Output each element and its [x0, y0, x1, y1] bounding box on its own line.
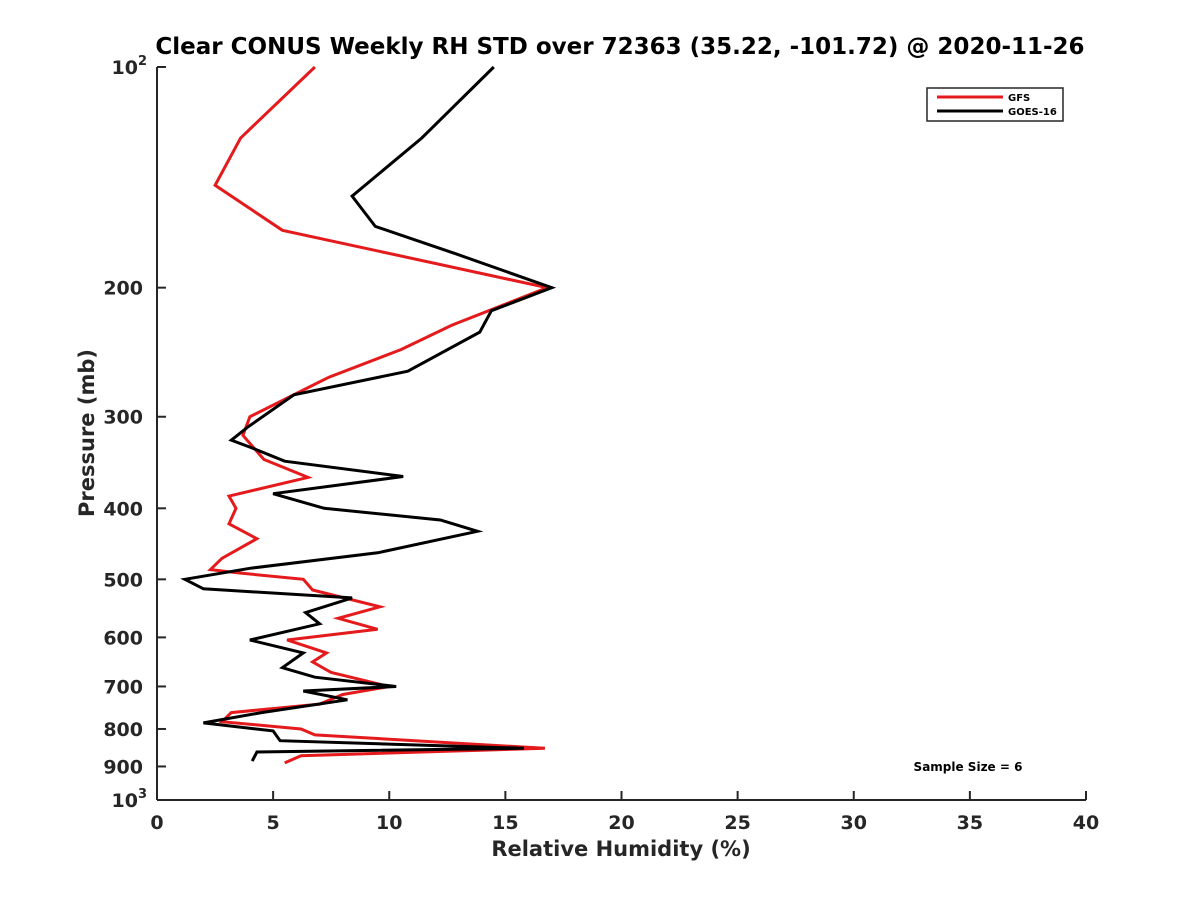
- legend-label: GFS: [1008, 93, 1030, 104]
- legend: GFS GOES-16: [926, 87, 1064, 122]
- chart-title: Clear CONUS Weekly RH STD over 72363 (35…: [155, 34, 1084, 60]
- y-axis-label: Pressure (mb): [75, 349, 99, 517]
- series-line-goes-16: [180, 65, 557, 762]
- x-tick-label: 0: [150, 812, 163, 834]
- y-tick-label: 800: [103, 719, 143, 741]
- y-tick-label: 600: [103, 627, 143, 649]
- y-tick-label-base: 10: [112, 57, 138, 79]
- y-tick-label: 900: [103, 756, 143, 778]
- y-tick-label: 500: [103, 569, 143, 591]
- series-line-gfs: [207, 65, 553, 765]
- x-tick-label: 30: [841, 812, 867, 834]
- x-tick-label: 25: [724, 812, 750, 834]
- x-tick-label: 5: [267, 812, 280, 834]
- sample-size-annotation: Sample Size = 6: [914, 760, 1023, 774]
- series-layer: [180, 65, 557, 765]
- y-tick-label: 103: [112, 787, 148, 812]
- x-axis-label: Relative Humidity (%): [491, 837, 750, 861]
- y-tick-label: 102: [112, 54, 148, 79]
- x-tick-label: 10: [376, 812, 402, 834]
- axes-layer: 0 5 10 15 20 25 30 35 40102200300400500600700800…: [103, 54, 1099, 834]
- y-tick-label-base: 10: [112, 790, 138, 812]
- x-tick-label: 15: [492, 812, 518, 834]
- y-tick-label: 700: [103, 676, 143, 698]
- x-tick-label: 40: [1073, 812, 1099, 834]
- legend-label: GOES-16: [1008, 107, 1057, 118]
- legend-box: [926, 87, 1064, 122]
- x-tick-label: 20: [608, 812, 634, 834]
- y-tick-label: 300: [103, 407, 143, 429]
- x-tick-label: 35: [957, 812, 983, 834]
- y-tick-label-exponent: 3: [138, 787, 147, 802]
- y-tick-label: 200: [103, 278, 143, 300]
- y-tick-label: 400: [103, 498, 143, 520]
- y-tick-label-exponent: 2: [138, 54, 147, 69]
